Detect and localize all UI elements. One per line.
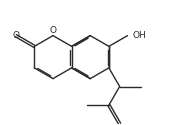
Text: O: O	[49, 26, 56, 35]
Text: OH: OH	[132, 31, 146, 40]
Text: O: O	[12, 31, 19, 40]
